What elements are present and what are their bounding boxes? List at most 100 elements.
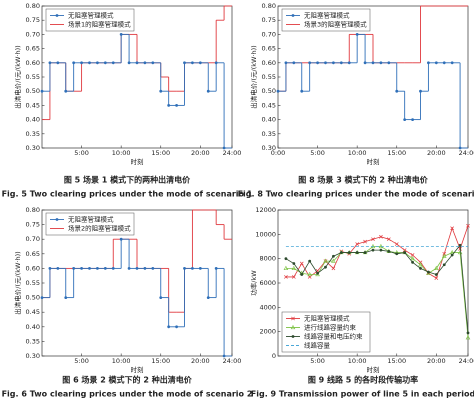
x-tick-label: 20:00 <box>191 357 210 365</box>
point <box>135 61 139 65</box>
point <box>466 331 470 335</box>
point <box>324 61 327 65</box>
x-tick-label: 15:00 <box>151 357 170 365</box>
point <box>403 251 407 254</box>
y-axis-label: 出清电价/(元/(kW·h)) <box>249 45 258 108</box>
y-tick-label: 12000 <box>255 206 276 214</box>
point <box>403 118 407 121</box>
point <box>331 258 336 263</box>
legend-label: 进行线路容量约束 <box>304 323 357 332</box>
point <box>434 61 438 65</box>
legend-label: 场景2的阻塞管理模式 <box>68 224 131 233</box>
y-tick-label: 0.80 <box>26 206 40 214</box>
point <box>418 262 423 267</box>
y-tick-label: 6000 <box>259 279 276 287</box>
point <box>183 61 186 65</box>
x-tick-label: 15:00 <box>151 149 170 157</box>
point <box>434 273 438 276</box>
x-axis-label: 时刻 <box>131 365 144 374</box>
point <box>291 265 297 270</box>
point <box>214 61 218 65</box>
point <box>419 267 422 270</box>
point <box>72 61 76 65</box>
x-tick-label: 5:00 <box>310 149 325 157</box>
point <box>316 271 319 275</box>
point <box>379 234 383 239</box>
y-tick-label: 0.75 <box>26 221 40 229</box>
point <box>119 237 123 241</box>
point <box>198 61 202 65</box>
point <box>386 237 391 242</box>
point <box>379 248 383 252</box>
legend-dot <box>55 218 59 221</box>
point <box>308 259 312 263</box>
point <box>88 267 91 270</box>
point <box>103 267 107 270</box>
y-tick-label: 0 <box>272 352 276 360</box>
x-axis-label: 时刻 <box>131 157 144 166</box>
x-tick-label: 10:00 <box>112 357 131 365</box>
x-tick-label: 10:00 <box>112 149 131 157</box>
x-tick-label: 5:00 <box>74 149 89 157</box>
point <box>347 251 351 254</box>
y-tick-label: 0.30 <box>262 144 276 152</box>
x-tick-label: 10:00 <box>348 357 367 365</box>
y-tick-label: 4000 <box>259 303 276 311</box>
point <box>96 61 99 65</box>
point <box>442 61 446 65</box>
point <box>119 33 123 36</box>
point <box>355 242 360 246</box>
point <box>450 226 455 231</box>
point <box>410 253 415 257</box>
point <box>339 251 343 254</box>
point <box>442 263 446 267</box>
legend-marker <box>290 324 296 330</box>
y-tick-label: 0.70 <box>262 30 276 38</box>
point <box>434 265 439 270</box>
point <box>450 61 454 65</box>
point <box>427 61 430 65</box>
x-tick-label: 20:00 <box>427 149 446 157</box>
series-line <box>285 225 469 279</box>
point <box>339 61 343 65</box>
y-tick-label: 0.40 <box>262 116 276 124</box>
y-tick-label: 0.75 <box>26 16 40 24</box>
legend-marker <box>291 335 295 338</box>
point <box>316 61 319 65</box>
point <box>64 296 68 299</box>
x-axis-label: 时刻 <box>367 157 380 166</box>
point <box>284 61 288 65</box>
y-tick-label: 10000 <box>255 230 276 238</box>
x-tick-label: 5:00 <box>310 357 325 365</box>
point <box>64 89 68 93</box>
point <box>387 249 391 253</box>
point <box>284 257 288 261</box>
point <box>127 61 131 65</box>
point <box>56 267 60 270</box>
y-axis-label: 出清电价/(元/(kW·h)) <box>13 45 22 108</box>
caption-en: Fig. 8 Two clearing prices under the mod… <box>238 190 474 199</box>
point <box>387 61 391 65</box>
point <box>214 267 218 270</box>
point <box>379 61 383 65</box>
legend-label: 场景1的阻塞管理模式 <box>68 20 131 29</box>
point <box>308 61 312 65</box>
caption: 图 9 线路 5 的各时段传输功率 <box>308 375 418 385</box>
y-tick-label: 0.60 <box>262 59 276 67</box>
y-tick-label: 0.55 <box>26 73 40 81</box>
legend-dot <box>291 335 295 338</box>
point <box>434 276 439 280</box>
y-tick-label: 0.40 <box>26 116 40 124</box>
legend-dot <box>55 14 59 17</box>
point <box>300 273 304 276</box>
point <box>332 61 335 65</box>
x-tick-label: 24:00 <box>223 149 242 157</box>
point <box>458 146 462 150</box>
point <box>450 253 454 257</box>
legend-dot <box>291 14 295 17</box>
point <box>284 275 288 279</box>
y-tick-label: 0.60 <box>26 59 40 67</box>
point <box>40 89 44 93</box>
caption-en: Fig. 5 Two clearing prices under the mod… <box>2 190 253 199</box>
